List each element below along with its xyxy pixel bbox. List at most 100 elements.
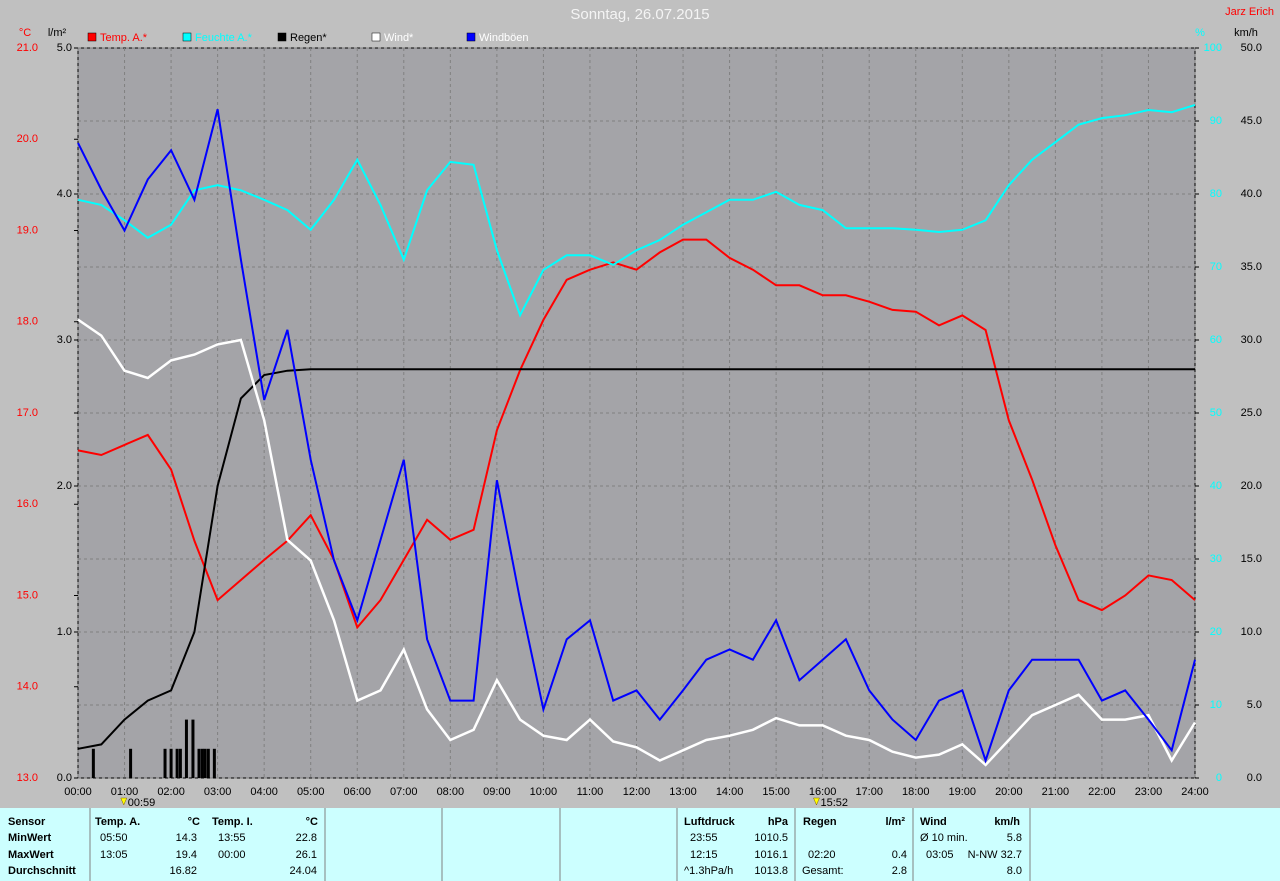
y-tick-label: 60 <box>1210 334 1222 346</box>
x-tick-label: 02:00 <box>157 786 185 798</box>
legend-swatch <box>277 32 287 42</box>
table-cell: 24.04 <box>289 865 317 877</box>
table-cell: Sensor <box>8 816 46 828</box>
table-cell: km/h <box>994 816 1020 828</box>
x-tick-label: 20:00 <box>995 786 1023 798</box>
table-cell: 5.8 <box>1007 832 1022 844</box>
table-cell: Temp. A. <box>95 816 140 828</box>
y-tick-label: 15.0 <box>1241 553 1262 565</box>
y-tick-label: 10.0 <box>1241 626 1262 638</box>
panel-lines <box>89 808 1031 881</box>
table-cell: 1016.1 <box>754 849 788 861</box>
y-tick-label: 50.0 <box>1241 42 1262 54</box>
axis-unit: °C <box>19 27 31 39</box>
x-tick-label: 13:00 <box>669 786 697 798</box>
y-tick-label: 18.0 <box>17 316 38 328</box>
x-tick-label: 22:00 <box>1088 786 1116 798</box>
x-tick-label: 14:00 <box>716 786 744 798</box>
table-cell: 14.3 <box>176 832 197 844</box>
rain-bar <box>200 748 204 778</box>
table-cell: 1013.8 <box>754 865 788 877</box>
y-tick-label: 17.0 <box>17 407 38 419</box>
y-tick-label: 100 <box>1204 42 1222 54</box>
y-tick-label: 5.0 <box>1247 699 1262 711</box>
marker-label: 00:59 <box>128 797 156 809</box>
table-cell: °C <box>306 816 318 828</box>
x-tick-label: 01:00 <box>111 786 139 798</box>
table-cell: N-NW 32.7 <box>968 849 1022 861</box>
y-tick-label: 20.0 <box>17 133 38 145</box>
axis-unit: l/m² <box>48 27 67 39</box>
table-cell: 26.1 <box>296 849 317 861</box>
time-marker <box>813 797 820 806</box>
x-tick-label: 00:00 <box>64 786 92 798</box>
legend-label: Temp. A.* <box>100 32 148 44</box>
table-cell: 03:05 <box>926 849 954 861</box>
x-tick-label: 15:00 <box>762 786 790 798</box>
rain-bar <box>178 748 182 778</box>
series-line <box>77 238 1196 630</box>
legend-label: Feuchte A.* <box>195 32 253 44</box>
x-tick-label: 05:00 <box>297 786 325 798</box>
x-tick-label: 24:00 <box>1181 786 1209 798</box>
y-tick-label: 13.0 <box>17 772 38 784</box>
rain-bar <box>169 748 173 778</box>
y-tick-label: 40.0 <box>1241 188 1262 200</box>
chart-title: Sonntag, 26.07.2015 <box>570 6 709 23</box>
table-cell: 22.8 <box>296 832 317 844</box>
rain-bar <box>191 719 195 778</box>
table-cell: hPa <box>768 816 789 828</box>
y-tick-label: 80 <box>1210 188 1222 200</box>
y-tick-label: 19.0 <box>17 224 38 236</box>
x-tick-label: 10:00 <box>530 786 558 798</box>
y-tick-label: 25.0 <box>1241 407 1262 419</box>
y-tick-label: 0.0 <box>57 772 72 784</box>
y-tick-label: 30 <box>1210 553 1222 565</box>
table-cell: Luftdruck <box>684 816 736 828</box>
table-cell: MinWert <box>8 832 52 844</box>
y-tick-label: 50 <box>1210 407 1222 419</box>
x-tick-label: 17:00 <box>855 786 883 798</box>
y-tick-label: 0 <box>1216 772 1222 784</box>
rain-bar <box>129 748 133 778</box>
axis-unit: % <box>1195 27 1205 39</box>
table-cell: °C <box>188 816 200 828</box>
table-cell: 00:00 <box>218 849 246 861</box>
table-cell: Regen <box>803 816 837 828</box>
y-tick-label: 45.0 <box>1241 115 1262 127</box>
rain-bar <box>212 748 216 778</box>
y-tick-label: 30.0 <box>1241 334 1262 346</box>
table-cell: Temp. I. <box>212 816 253 828</box>
series-line <box>77 318 1197 767</box>
y-tick-label: 40 <box>1210 480 1222 492</box>
table-cell: 1010.5 <box>754 832 788 844</box>
y-tick-label: 21.0 <box>17 42 38 54</box>
legend-swatch <box>371 32 381 42</box>
table-cell: ^1.3hPa/h <box>684 865 733 877</box>
stats-panel <box>0 808 1280 881</box>
author: Jarz Erich <box>1225 6 1274 18</box>
table-cell: 2.8 <box>892 865 907 877</box>
x-tick-label: 21:00 <box>1042 786 1070 798</box>
table-cell: 02:20 <box>808 849 836 861</box>
x-tick-label: 19:00 <box>949 786 977 798</box>
y-tick-label: 10 <box>1210 699 1222 711</box>
table-cell: Ø 10 min. <box>920 832 968 844</box>
table-cell: 13:05 <box>100 849 128 861</box>
y-tick-label: 5.0 <box>57 42 72 54</box>
rain-bar <box>184 719 188 778</box>
series-line <box>77 103 1196 318</box>
rain-bar <box>163 748 167 778</box>
y-tick-label: 35.0 <box>1241 261 1262 273</box>
table-cell: 0.4 <box>892 849 907 861</box>
series-line <box>77 368 1195 750</box>
table-cell: 19.4 <box>176 849 197 861</box>
x-tick-label: 03:00 <box>204 786 232 798</box>
table-cell: 23:55 <box>690 832 718 844</box>
table-cell: l/m² <box>885 816 905 828</box>
y-tick-label: 3.0 <box>57 334 72 346</box>
rain-bar <box>206 748 210 778</box>
x-tick-label: 08:00 <box>437 786 465 798</box>
y-tick-label: 20 <box>1210 626 1222 638</box>
